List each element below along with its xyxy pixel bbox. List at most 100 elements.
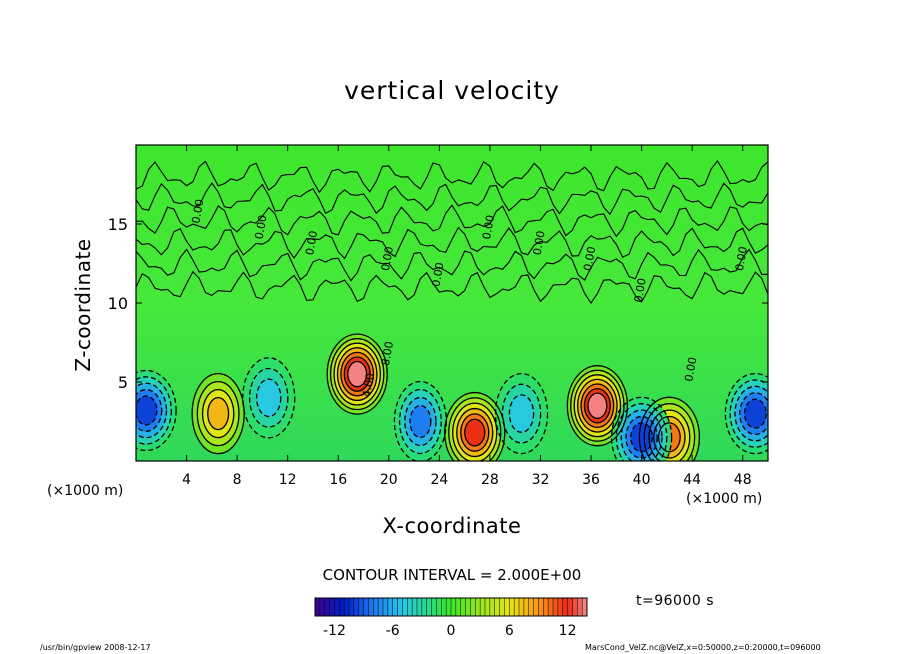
velocity-feature-2-level-5 [464, 419, 485, 446]
contour-line-10-4 [743, 398, 767, 429]
colorbar-swatch-55 [582, 598, 588, 616]
colorbar-swatch-50 [557, 598, 564, 616]
colorbar-swatch-9 [358, 598, 364, 616]
colorbar-swatch-1 [319, 598, 326, 616]
velocity-feature-1-level-6 [347, 361, 367, 387]
contour-line-4-2 [648, 409, 691, 461]
colorbar-swatch-3 [329, 598, 335, 616]
velocity-feature-6-level-2 [256, 379, 281, 417]
x-axis-label: X-coordinate [382, 514, 522, 538]
colorbar-swatch-26 [441, 598, 447, 616]
contour-line-0-3 [207, 396, 230, 431]
colorbar-swatch-6 [344, 598, 350, 616]
contour-label-7: 0.00 [581, 246, 598, 272]
x-tick-label-8: 36 [582, 472, 600, 488]
colorbar-swatch-8 [353, 598, 360, 616]
contour-line-3-4 [580, 383, 615, 429]
contour-zero-line-0 [136, 270, 768, 304]
contour-line-4-0 [638, 396, 701, 461]
contour-line-7-1 [398, 388, 442, 455]
colorbar-swatch-39 [504, 598, 510, 616]
contour-label-11: 8.00 [379, 340, 396, 366]
colorbar-swatch-52 [567, 598, 573, 616]
contour-line-9-1 [615, 403, 668, 461]
contour-line-0-1 [196, 380, 240, 447]
colorbar-swatch-2 [324, 598, 330, 616]
colorbar-frame [314, 597, 588, 617]
x-tick-label-6: 28 [481, 472, 499, 488]
program-footer: /usr/bin/gpview 2008-12-17 [40, 643, 151, 652]
contour-line-3-3 [577, 378, 618, 433]
colorbar-swatch-32 [470, 598, 476, 616]
x-axis-units-left: (×1000 m) [47, 483, 124, 499]
contour-line-3-0 [566, 365, 629, 447]
contour-line-8-0 [494, 372, 549, 455]
colorbar-tick-label-2: 0 [447, 623, 456, 639]
contour-line-2-3 [456, 407, 494, 458]
colorbar-swatch-27 [446, 598, 452, 616]
contour-line-9-4 [630, 422, 654, 453]
colorbar-tick-label-3: 6 [505, 623, 514, 639]
contour-line-2-4 [460, 413, 490, 452]
colorbar-swatch-0 [315, 598, 321, 616]
contour-label-5: 0.00 [480, 214, 497, 240]
colorbar-swatch-17 [397, 598, 403, 616]
contour-line-7-0 [393, 380, 448, 461]
contour-line-7-2 [404, 396, 437, 447]
contour-label-6: 0.00 [531, 230, 548, 256]
x-tick-label-0: 4 [182, 472, 191, 488]
colorbar-swatch-19 [407, 598, 413, 616]
colorbar-swatch-45 [533, 598, 539, 616]
colorbar-swatch-14 [383, 598, 389, 616]
velocity-feature-3-level-6 [587, 393, 607, 419]
contour-label-12: 0.00 [682, 356, 699, 382]
colorbar-swatch-12 [373, 598, 379, 616]
x-tick-label-2: 12 [279, 472, 297, 488]
colorbar-swatch-23 [426, 598, 432, 616]
contour-label-10: 4.00 [360, 372, 377, 398]
colorbar-swatch-44 [528, 598, 534, 616]
contour-line-0-2 [201, 388, 235, 439]
colorbar-swatch-13 [378, 598, 384, 616]
colorbar-swatch-10 [363, 598, 369, 616]
colorbar-tick-label-4: 12 [559, 623, 577, 639]
colorbar-swatch-31 [465, 598, 471, 616]
velocity-feature-0-level-3 [207, 397, 229, 430]
colorbar-swatch-51 [562, 598, 568, 616]
contour-line-9-2 [620, 409, 663, 461]
contour-line-5-4 [136, 395, 158, 426]
colorbar-swatch-43 [523, 598, 530, 616]
velocity-feature-9-level-4 [630, 422, 653, 452]
contour-label-0: 0.00 [189, 198, 206, 224]
contour-zero-line-4 [136, 182, 768, 216]
y-tick-label-2: 15 [108, 215, 128, 234]
contour-label-4: 0.00 [430, 261, 447, 287]
x-tick-label-5: 24 [430, 472, 448, 488]
colorbar-swatch-35 [485, 598, 491, 616]
colorbar-swatch-16 [392, 598, 398, 616]
colorbar-swatch-47 [543, 598, 549, 616]
colorbar-swatch-18 [402, 598, 408, 616]
colorbar-swatch-53 [572, 598, 578, 616]
contour-line-2-5 [464, 418, 486, 447]
contour-line-4-4 [657, 422, 681, 453]
chart-title: vertical velocity [344, 76, 560, 105]
contour-line-10-1 [729, 379, 768, 448]
x-tick-label-9: 40 [633, 472, 651, 488]
contour-line-1-0 [326, 333, 388, 415]
colorbar-swatch-28 [451, 598, 457, 616]
source-footer: MarsCond_VelZ.nc@VelZ,x=0:50000,z=0:2000… [585, 643, 821, 652]
colorbar-swatch-25 [436, 598, 442, 616]
contour-line-3-5 [583, 387, 611, 424]
contour-line-5-3 [136, 388, 163, 432]
contour-line-1-4 [340, 351, 375, 397]
colorbar-swatch-38 [499, 598, 505, 616]
time-annotation: t=96000 s [636, 593, 714, 609]
contour-line-3-2 [573, 374, 622, 438]
contour-line-1-1 [329, 338, 385, 411]
contour-label-2: 0.00 [303, 230, 320, 256]
colorbar-swatch-15 [387, 598, 394, 616]
colorbar-tick-label-0: -12 [323, 623, 346, 639]
contour-line-6-1 [248, 367, 289, 428]
contour-line-5-0 [136, 369, 177, 452]
